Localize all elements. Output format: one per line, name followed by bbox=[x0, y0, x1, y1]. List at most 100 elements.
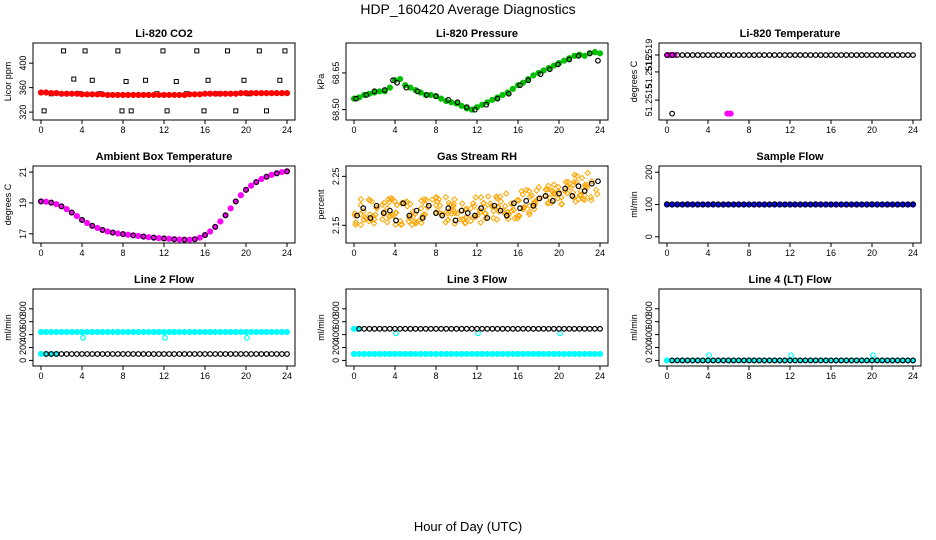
y-tick-label: 0 bbox=[331, 358, 341, 363]
data-point bbox=[171, 236, 178, 243]
data-point bbox=[43, 89, 50, 96]
data-point bbox=[253, 90, 260, 97]
data-point bbox=[458, 325, 465, 332]
data-point bbox=[130, 351, 137, 357]
data-point bbox=[201, 108, 207, 114]
x-tick-label: 20 bbox=[241, 248, 251, 258]
data-point bbox=[164, 108, 170, 114]
x-tick-label: 8 bbox=[746, 125, 751, 135]
data-point bbox=[205, 77, 211, 83]
data-point bbox=[278, 351, 285, 357]
data-point bbox=[155, 351, 162, 357]
data-point bbox=[438, 325, 445, 332]
y-tick-label: 400 bbox=[18, 327, 28, 342]
x-tick-label: 16 bbox=[513, 371, 523, 381]
data-point bbox=[525, 325, 532, 332]
data-point bbox=[202, 232, 208, 238]
data-point bbox=[125, 91, 132, 99]
data-point bbox=[438, 95, 445, 102]
data-point bbox=[114, 91, 121, 99]
x-tick-label: 24 bbox=[282, 248, 292, 258]
data-point bbox=[910, 52, 916, 58]
data-point bbox=[545, 64, 552, 72]
data-point bbox=[472, 106, 478, 113]
data-point bbox=[488, 202, 496, 210]
data-point bbox=[456, 216, 464, 223]
x-tick-label: 8 bbox=[433, 125, 438, 135]
data-point bbox=[191, 328, 198, 336]
data-point bbox=[870, 352, 876, 359]
data-point bbox=[392, 209, 400, 216]
data-point bbox=[477, 194, 485, 201]
data-point bbox=[576, 51, 583, 58]
x-tick-label: 0 bbox=[38, 371, 43, 381]
data-point bbox=[556, 325, 562, 332]
plot-frame bbox=[32, 288, 296, 367]
y-tick-label: 19 bbox=[18, 198, 28, 208]
data-point bbox=[273, 170, 280, 177]
data-point bbox=[84, 328, 91, 336]
data-point bbox=[82, 48, 88, 54]
data-point bbox=[899, 52, 906, 58]
data-point bbox=[114, 328, 121, 336]
data-point bbox=[130, 328, 137, 336]
panel-title: Line 2 Flow bbox=[134, 274, 194, 286]
data-point bbox=[371, 350, 378, 358]
data-point bbox=[212, 328, 219, 336]
data-point bbox=[458, 200, 466, 207]
data-point bbox=[751, 52, 758, 58]
data-point bbox=[150, 234, 157, 241]
data-point bbox=[581, 192, 589, 199]
data-point bbox=[406, 212, 413, 219]
data-point bbox=[514, 350, 522, 358]
x-tick-label: 16 bbox=[513, 248, 523, 258]
x-tick-label: 24 bbox=[282, 371, 292, 381]
data-point bbox=[381, 325, 388, 332]
x-tick-label: 16 bbox=[513, 125, 523, 135]
data-point bbox=[94, 328, 101, 336]
y-axis-label: degrees C bbox=[629, 60, 639, 102]
data-point bbox=[573, 172, 581, 180]
x-tick-label: 24 bbox=[908, 371, 918, 381]
data-point bbox=[517, 205, 523, 212]
data-point bbox=[370, 220, 378, 227]
x-tick-label: 12 bbox=[159, 248, 169, 258]
series-averages bbox=[356, 325, 603, 332]
data-point bbox=[535, 350, 542, 358]
y-tick-label: 0 bbox=[644, 234, 654, 239]
data-point bbox=[521, 203, 528, 211]
x-tick-label: 24 bbox=[595, 125, 605, 135]
data-point bbox=[511, 215, 518, 222]
x-tick-label: 12 bbox=[785, 125, 795, 135]
data-point bbox=[227, 351, 234, 357]
data-point bbox=[581, 188, 588, 194]
plot-frame bbox=[32, 165, 296, 244]
data-point bbox=[858, 52, 865, 58]
data-point bbox=[443, 325, 450, 332]
data-point bbox=[196, 234, 203, 241]
data-point bbox=[284, 168, 290, 175]
data-point bbox=[73, 90, 80, 97]
y-tick-label: 0 bbox=[18, 358, 28, 363]
data-point bbox=[109, 91, 116, 99]
data-point bbox=[557, 194, 565, 201]
data-point bbox=[776, 52, 783, 58]
data-point bbox=[531, 198, 538, 206]
data-point bbox=[503, 212, 510, 219]
data-point bbox=[390, 77, 396, 84]
panel-title: Gas Stream RH bbox=[437, 151, 517, 163]
data-point bbox=[268, 90, 275, 97]
x-tick-label: 20 bbox=[241, 125, 251, 135]
data-point bbox=[417, 350, 424, 358]
data-point bbox=[104, 228, 111, 235]
data-point bbox=[361, 350, 368, 358]
data-point bbox=[576, 325, 583, 332]
data-point bbox=[109, 351, 116, 357]
y-tick-label: 51.2515 bbox=[644, 56, 654, 89]
data-point bbox=[273, 90, 280, 97]
data-point bbox=[458, 102, 465, 110]
data-point bbox=[555, 61, 561, 68]
data-point bbox=[222, 90, 229, 97]
panel-2: Li-820 Pressure 0 4 8 12 16 20 24 68.50 68.65 kPa bbox=[316, 28, 609, 135]
x-tick-label: 4 bbox=[79, 371, 84, 381]
